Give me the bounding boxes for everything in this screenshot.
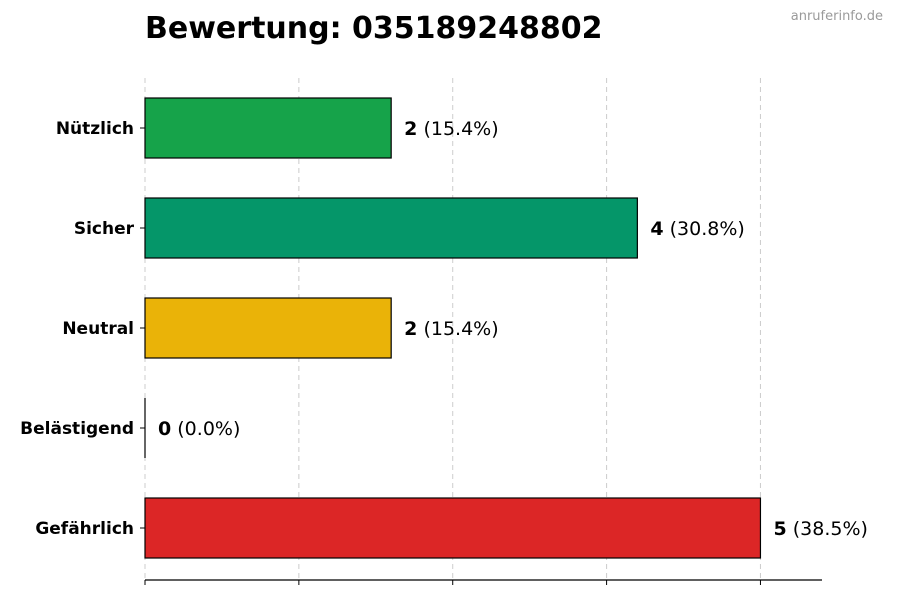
value-count-4: 5 [773, 518, 786, 540]
value-label-3: 0 (0.0%) [158, 418, 240, 440]
category-label-3: Belästigend [20, 419, 134, 439]
value-count-1: 4 [650, 218, 663, 240]
value-label-1: 4 (30.8%) [650, 218, 744, 240]
watermark: anruferinfo.de [790, 9, 883, 24]
value-percent-0: (15.4%) [417, 118, 498, 140]
value-percent-4: (38.5%) [787, 518, 868, 540]
value-percent-2: (15.4%) [417, 318, 498, 340]
bar-1 [144, 197, 638, 259]
category-label-2: Neutral [62, 319, 134, 339]
value-percent-1: (30.8%) [664, 218, 745, 240]
value-count-0: 2 [404, 118, 417, 140]
value-percent-3: (0.0%) [171, 418, 240, 440]
chart-title: Bewertung: 035189248802 [145, 11, 603, 46]
bar-0 [144, 97, 392, 159]
bar-4 [144, 497, 762, 559]
category-label-0: Nützlich [56, 119, 134, 139]
category-label-1: Sicher [74, 219, 135, 239]
value-label-0: 2 (15.4%) [404, 118, 498, 140]
value-count-2: 2 [404, 318, 417, 340]
value-count-3: 0 [158, 418, 171, 440]
value-label-4: 5 (38.5%) [773, 518, 867, 540]
category-label-4: Gefährlich [35, 519, 134, 539]
value-label-2: 2 (15.4%) [404, 318, 498, 340]
bar-2 [144, 297, 392, 359]
